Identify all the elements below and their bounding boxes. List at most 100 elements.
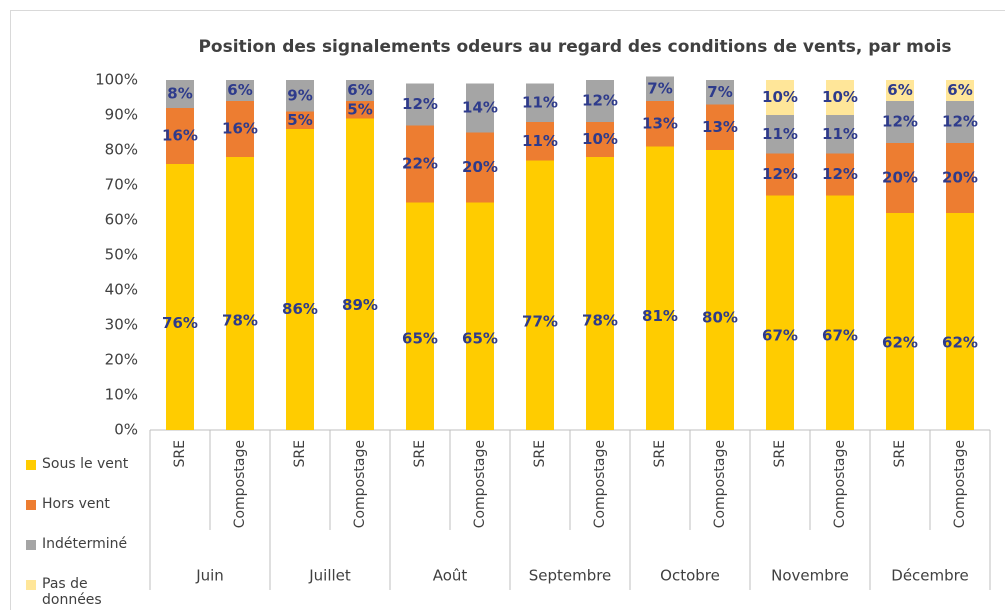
group-label: Août — [433, 567, 468, 585]
data-label: 6% — [887, 81, 912, 99]
bar-segment — [826, 80, 854, 115]
y-tick-label: 90% — [105, 106, 138, 124]
data-label: 20% — [942, 169, 978, 187]
data-label: 62% — [942, 334, 978, 352]
x-tick-label: SRE — [532, 440, 548, 467]
group-label: Novembre — [771, 567, 849, 585]
bar-segment — [826, 195, 854, 430]
bar-segment — [826, 153, 854, 196]
legend-label: Pas de données — [42, 576, 102, 608]
data-label: 10% — [822, 88, 858, 106]
data-label: 13% — [642, 114, 678, 132]
group-label: Septembre — [529, 567, 612, 585]
bar-segment — [946, 80, 974, 101]
data-label: 8% — [167, 85, 192, 103]
group-label: Décembre — [891, 567, 968, 585]
bar-segment — [466, 202, 494, 430]
data-label: 12% — [582, 92, 618, 110]
data-label: 22% — [402, 155, 438, 173]
legend-item: Pas de données — [26, 576, 156, 608]
x-tick-label: SRE — [772, 440, 788, 467]
data-label: 77% — [522, 313, 558, 331]
data-label: 81% — [642, 307, 678, 325]
legend-swatch — [26, 580, 36, 590]
data-label: 80% — [702, 309, 738, 327]
group-label: Juin — [195, 567, 224, 585]
data-label: 67% — [762, 327, 798, 345]
data-label: 7% — [647, 79, 672, 97]
bar-segment — [886, 80, 914, 101]
legend-item: Indéterminé — [26, 536, 156, 552]
bar-segment — [226, 157, 254, 430]
x-tick-label: SRE — [892, 440, 908, 467]
bar-segment — [946, 101, 974, 143]
y-tick-label: 70% — [105, 176, 138, 194]
data-label: 10% — [762, 88, 798, 106]
group-label: Juillet — [308, 567, 351, 585]
bar-segment — [346, 80, 374, 101]
x-tick-label: SRE — [172, 440, 188, 467]
data-label: 12% — [402, 95, 438, 113]
bar-segment — [946, 213, 974, 430]
bar-segment — [286, 80, 314, 112]
bar-segment — [466, 83, 494, 133]
data-label: 12% — [882, 113, 918, 131]
x-tick-label: Compostage — [592, 440, 608, 528]
bar-segment — [406, 202, 434, 430]
bar-segment — [886, 143, 914, 213]
bar-segment — [466, 132, 494, 203]
data-label: 16% — [162, 127, 198, 145]
bar-segment — [766, 153, 794, 196]
y-tick-label: 10% — [105, 386, 138, 404]
legend-label: Indéterminé — [42, 536, 128, 552]
data-label: 12% — [822, 165, 858, 183]
y-tick-label: 100% — [95, 71, 138, 89]
bar-segment — [406, 125, 434, 203]
data-label: 11% — [822, 125, 858, 143]
data-label: 76% — [162, 314, 198, 332]
x-tick-label: Compostage — [952, 440, 968, 528]
data-label: 14% — [462, 99, 498, 117]
data-label: 16% — [222, 120, 258, 138]
data-label: 65% — [462, 330, 498, 348]
data-label: 12% — [762, 165, 798, 183]
bar-segment — [886, 101, 914, 143]
bar-segment — [166, 164, 194, 430]
x-tick-label: SRE — [412, 440, 428, 467]
legend-swatch — [26, 540, 36, 550]
bar-segment — [706, 150, 734, 430]
legend-swatch — [26, 500, 36, 510]
bar-segment — [226, 80, 254, 101]
bar-segment — [166, 108, 194, 164]
data-label: 11% — [522, 132, 558, 150]
bar-segment — [646, 76, 674, 101]
bar-segment — [286, 111, 314, 129]
x-tick-label: Compostage — [232, 440, 248, 528]
data-label: 20% — [462, 158, 498, 176]
data-label: 78% — [582, 311, 618, 329]
bar-segment — [706, 104, 734, 150]
x-tick-label: Compostage — [832, 440, 848, 528]
x-tick-label: SRE — [652, 440, 668, 467]
bar-segment — [706, 80, 734, 105]
y-tick-label: 80% — [105, 141, 138, 159]
y-tick-label: 0% — [114, 421, 138, 439]
data-label: 62% — [882, 334, 918, 352]
bar-segment — [646, 146, 674, 430]
x-tick-label: SRE — [292, 440, 308, 467]
data-label: 13% — [702, 118, 738, 136]
data-label: 20% — [882, 169, 918, 187]
y-tick-label: 20% — [105, 351, 138, 369]
data-label: 67% — [822, 327, 858, 345]
bar-segment — [286, 129, 314, 430]
bar-segment — [526, 160, 554, 430]
y-tick-label: 30% — [105, 316, 138, 334]
bar-segment — [886, 213, 914, 430]
data-label: 6% — [347, 81, 372, 99]
legend-label: Sous le vent — [42, 456, 129, 472]
data-label: 12% — [942, 113, 978, 131]
legend-item: Hors vent — [26, 496, 156, 512]
bar-segment — [946, 143, 974, 213]
